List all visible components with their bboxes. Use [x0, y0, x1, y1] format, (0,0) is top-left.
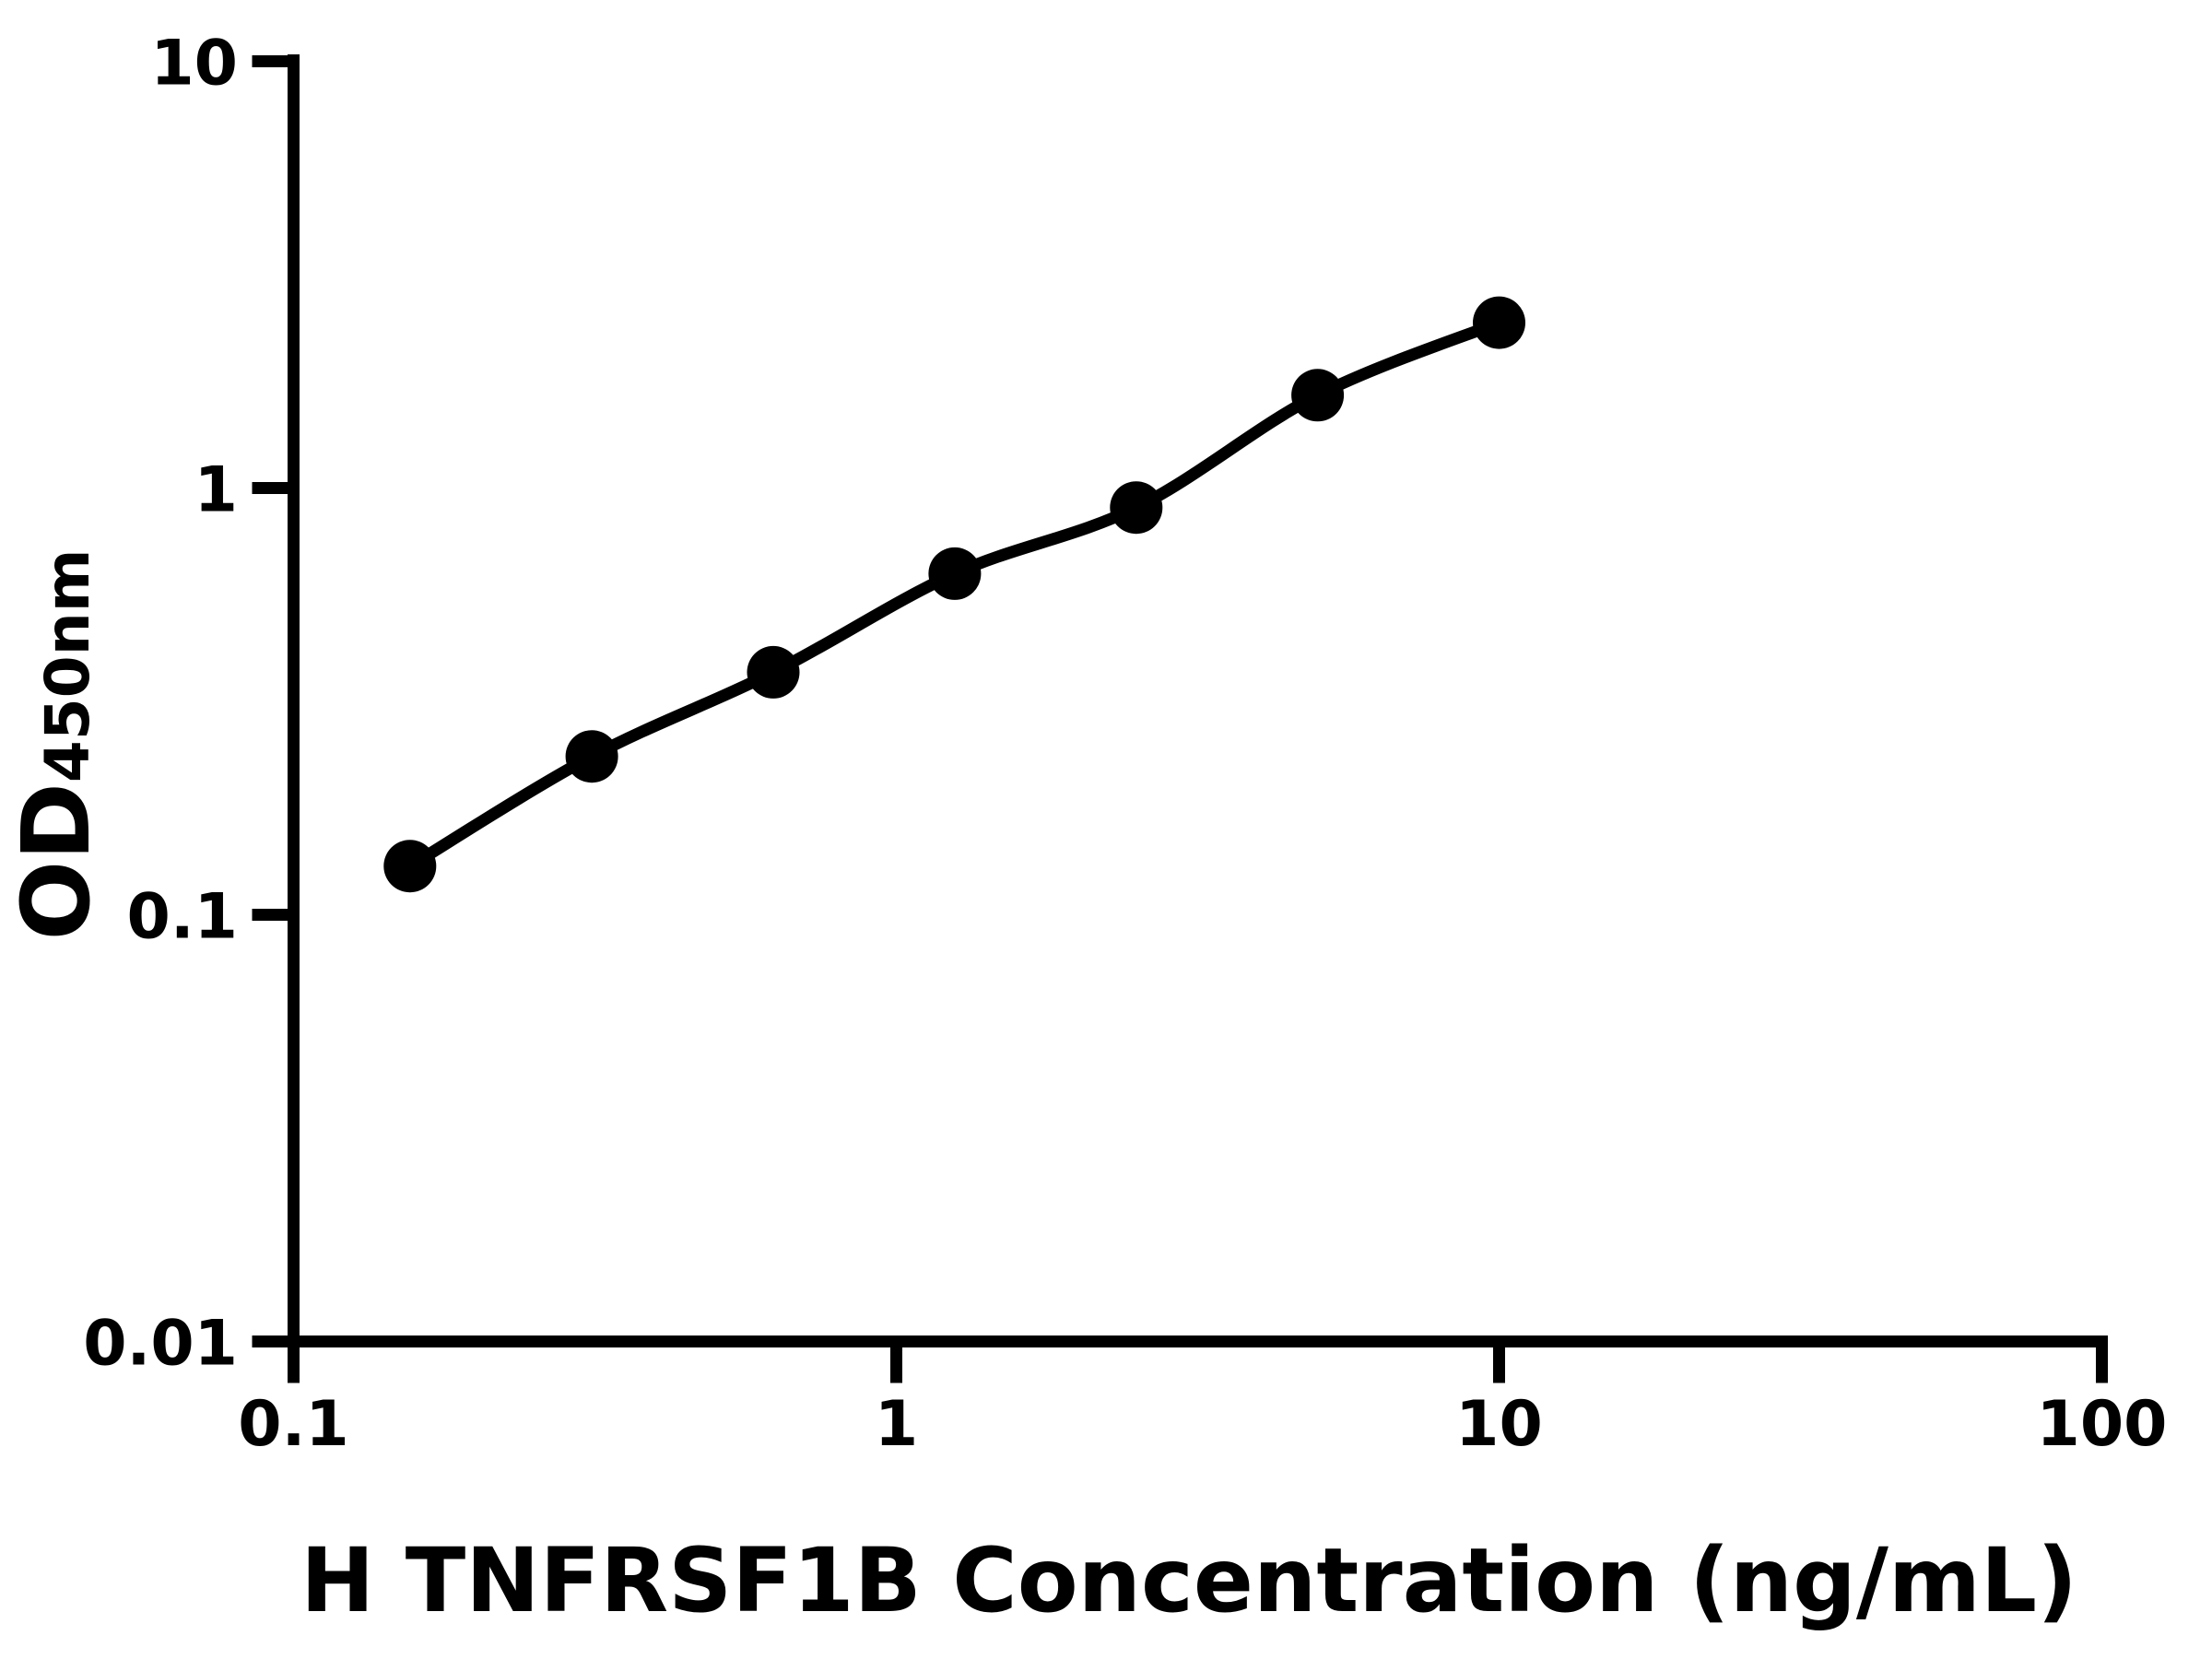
y-axis-ticks-group: 10 1 0.1 0.01	[83, 28, 294, 1381]
y-tick-label-1: 1	[194, 454, 238, 527]
data-point-3	[928, 547, 982, 600]
data-point-0	[383, 840, 437, 893]
x-axis-ticks-group: 0.1 1 10 100	[238, 1341, 2168, 1461]
data-point-1	[565, 730, 618, 783]
y-tick-label-10: 10	[150, 28, 238, 100]
y-axis-title-subscript-text: 450nm	[32, 549, 103, 783]
data-point-5	[1291, 369, 1345, 422]
x-tick-label-1: 1	[875, 1388, 918, 1461]
data-point-6	[1473, 296, 1525, 349]
x-tick-label-0.1: 0.1	[238, 1388, 348, 1461]
x-tick-label-100: 100	[2037, 1388, 2168, 1461]
y-axis-title-main-text: OD	[2, 782, 112, 940]
data-point-2	[747, 645, 800, 699]
x-axis-title: H TNFRSF1B Concentration (ng/mL)	[300, 1529, 2077, 1632]
y-tick-label-0.1: 0.1	[127, 881, 238, 954]
data-points-group	[383, 296, 1525, 893]
data-point-4	[1110, 481, 1163, 535]
x-tick-label-10: 10	[1455, 1388, 1543, 1461]
y-tick-label-0.01: 0.01	[83, 1308, 238, 1381]
y-axis-title: OD450nm	[2, 549, 112, 941]
